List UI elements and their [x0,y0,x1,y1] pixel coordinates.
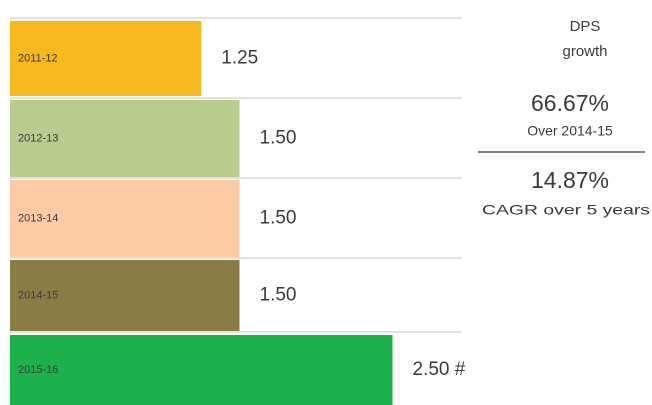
growth-value: 66.67% [531,90,609,116]
bar [10,180,240,257]
value-label: 1.50 [260,128,297,149]
bar [10,100,240,177]
bar [10,260,240,331]
value-label: 1.25 [221,48,258,69]
value-label: 2.50 # [413,359,466,380]
category-label: 2011-12 [18,52,58,64]
cagr-caption: CAGR over 5 years [482,202,650,218]
panel-title: growth [562,43,607,60]
bar [10,335,393,405]
value-label: 1.50 [260,285,297,306]
growth-caption: Over 2014-15 [527,123,613,139]
category-label: 2012-13 [18,132,58,144]
category-label: 2015-16 [18,364,58,376]
category-label: 2014-15 [18,289,58,301]
category-label: 2013-14 [18,212,58,224]
bar [10,21,202,96]
panel-title: DPS [570,18,601,35]
value-label: 1.50 [260,208,297,229]
cagr-value: 14.87% [531,167,609,193]
